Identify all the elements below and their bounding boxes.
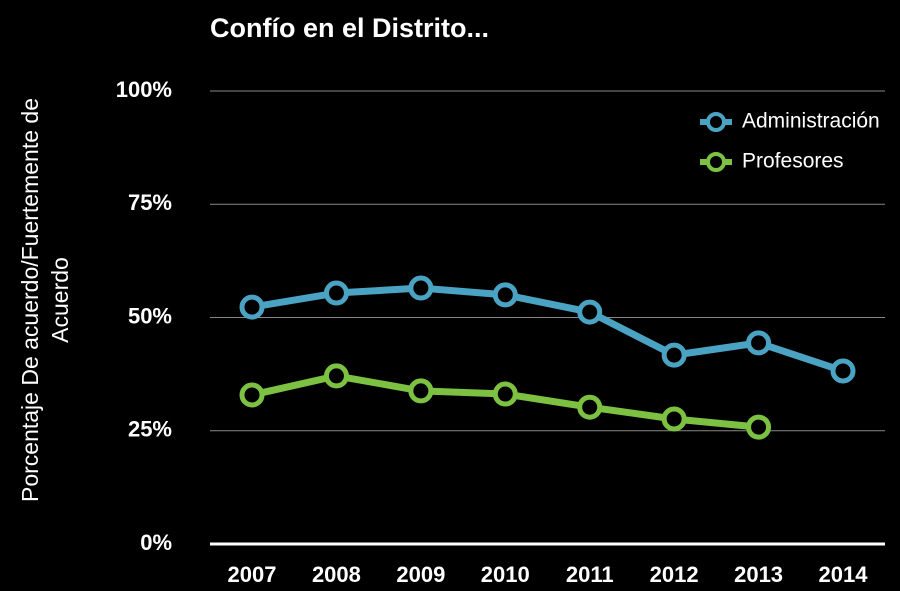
y-tick-label: 25% <box>128 417 172 442</box>
data-point <box>492 381 518 407</box>
x-tick-label: 2010 <box>481 562 530 587</box>
data-point <box>577 299 603 325</box>
x-tick-label: 2014 <box>819 562 869 587</box>
x-tick-label: 2011 <box>566 562 614 587</box>
data-point <box>577 394 603 420</box>
data-point <box>661 406 687 432</box>
data-point <box>830 358 856 384</box>
x-tick-label: 2013 <box>734 562 783 587</box>
data-point <box>239 382 265 408</box>
x-tick-label: 2009 <box>396 562 445 587</box>
data-point <box>239 294 265 320</box>
legend-label: Administración <box>742 110 880 133</box>
data-point <box>323 363 349 389</box>
series-line <box>251 284 845 375</box>
data-point <box>746 330 772 356</box>
y-tick-label: 50% <box>128 303 172 328</box>
x-tick-label: 2008 <box>312 562 361 587</box>
legend-label: Profesores <box>742 150 844 173</box>
data-point <box>408 378 434 404</box>
chart-title: Confío en el Distrito... <box>210 13 489 43</box>
data-point <box>323 280 349 306</box>
x-tick-label: 2012 <box>650 562 699 587</box>
y-tick-label: 0% <box>140 530 172 555</box>
data-point <box>661 342 687 368</box>
y-tick-label: 100% <box>116 77 172 102</box>
data-point <box>492 282 518 308</box>
x-tick-label: 2007 <box>228 562 277 587</box>
data-point <box>746 414 772 440</box>
data-point <box>408 275 434 301</box>
legend-marker <box>706 112 726 132</box>
legend-marker <box>706 152 726 172</box>
y-tick-label: 75% <box>128 190 172 215</box>
